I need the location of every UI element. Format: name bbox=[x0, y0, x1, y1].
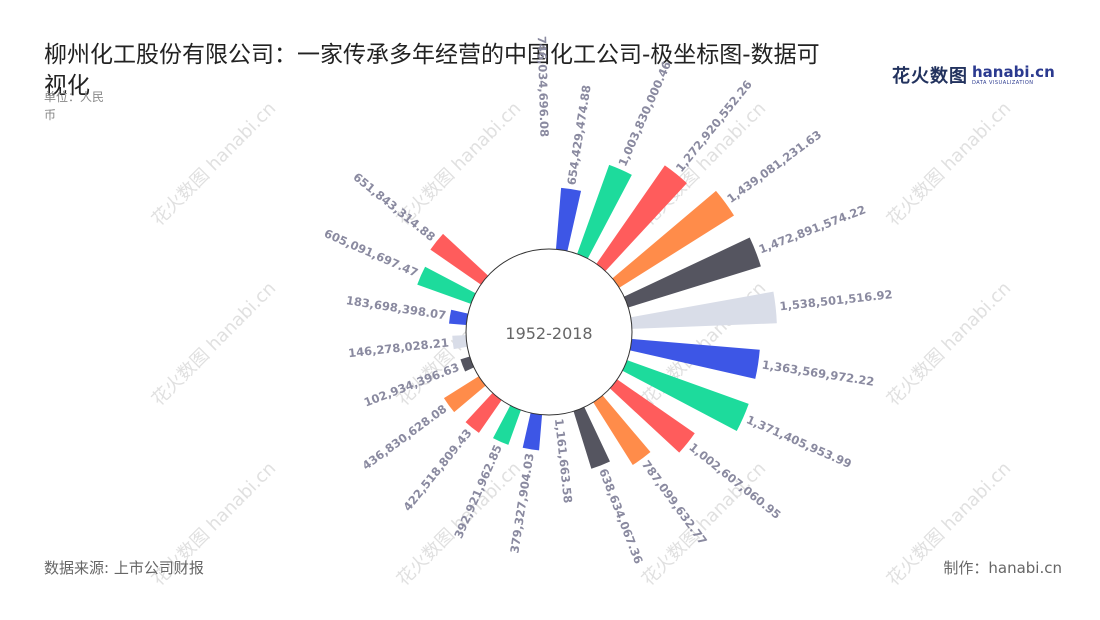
bar-15 bbox=[443, 376, 486, 413]
bars-group bbox=[417, 164, 777, 469]
value-label-12: 379,327,904.03 bbox=[507, 452, 536, 554]
center-label: 1952-2018 bbox=[505, 324, 592, 343]
bar-5 bbox=[630, 291, 777, 329]
value-label-5: 1,538,501,516.92 bbox=[779, 287, 893, 313]
bar-4 bbox=[624, 237, 761, 308]
value-label-19: 605,091,697.47 bbox=[322, 226, 420, 280]
value-label-3: 1,439,081,231.63 bbox=[724, 127, 824, 205]
brand-logo: 花火数图 hanabi.cn DATA VISUALIZATION bbox=[892, 62, 1055, 88]
bar-14 bbox=[465, 392, 502, 433]
bar-9 bbox=[593, 395, 651, 466]
bar-19 bbox=[417, 266, 476, 304]
bar-8 bbox=[609, 379, 695, 453]
bar-1 bbox=[577, 164, 632, 259]
bar-10 bbox=[573, 407, 610, 469]
value-label-10: 638,634,067.36 bbox=[596, 467, 646, 566]
bar-3 bbox=[612, 190, 735, 288]
bar-7 bbox=[622, 360, 749, 431]
value-label-17: 146,278,028.21 bbox=[347, 335, 449, 360]
maker-credit: 制作：hanabi.cn bbox=[943, 559, 1062, 577]
bar-18 bbox=[449, 309, 469, 326]
value-label-8: 1,002,607,060.95 bbox=[686, 440, 783, 522]
value-label-4: 1,472,891,574.22 bbox=[757, 202, 868, 256]
value-label-13: 392,921,962.85 bbox=[451, 442, 505, 540]
value-label-0: 654,429,474.88 bbox=[564, 84, 593, 186]
brand-en: hanabi.cn bbox=[972, 62, 1055, 81]
bar-6 bbox=[629, 338, 760, 379]
brand-cn: 花火数图 bbox=[892, 66, 968, 87]
value-label-16: 102,934,396.63 bbox=[362, 360, 461, 410]
bar-0 bbox=[555, 187, 582, 252]
value-label-2: 1,272,920,552.26 bbox=[673, 78, 755, 175]
brand-en-sub: DATA VISUALIZATION bbox=[972, 79, 1034, 86]
value-label-6: 1,363,569,972.22 bbox=[761, 358, 875, 389]
bar-20 bbox=[430, 233, 489, 285]
brand-en-block: hanabi.cn DATA VISUALIZATION bbox=[972, 62, 1055, 86]
bar-2 bbox=[596, 165, 687, 272]
value-label-18: 183,698,398.07 bbox=[345, 293, 447, 322]
value-label-1: 1,003,830,000.46 bbox=[615, 59, 674, 168]
value-label-9: 787,099,632.77 bbox=[639, 458, 710, 548]
data-source: 数据来源: 上市公司财报 bbox=[44, 559, 204, 577]
bar-17 bbox=[452, 335, 468, 350]
center-circle bbox=[465, 248, 633, 416]
unit-label: 单位：人民币 bbox=[44, 90, 105, 122]
bar-13 bbox=[493, 405, 521, 445]
chart-title: 柳州化工股份有限公司：一家传承多年经营的中国化工公司-极坐标图-数据可视化 bbox=[44, 42, 820, 99]
value-label-7: 1,371,405,953.99 bbox=[744, 412, 853, 471]
value-label-11: 1,161,663.58 bbox=[552, 418, 575, 504]
value-label-20: 651,843,314.88 bbox=[350, 170, 438, 244]
value-label-extra: 746,034,696.08 bbox=[535, 36, 552, 137]
bar-12 bbox=[522, 412, 543, 451]
